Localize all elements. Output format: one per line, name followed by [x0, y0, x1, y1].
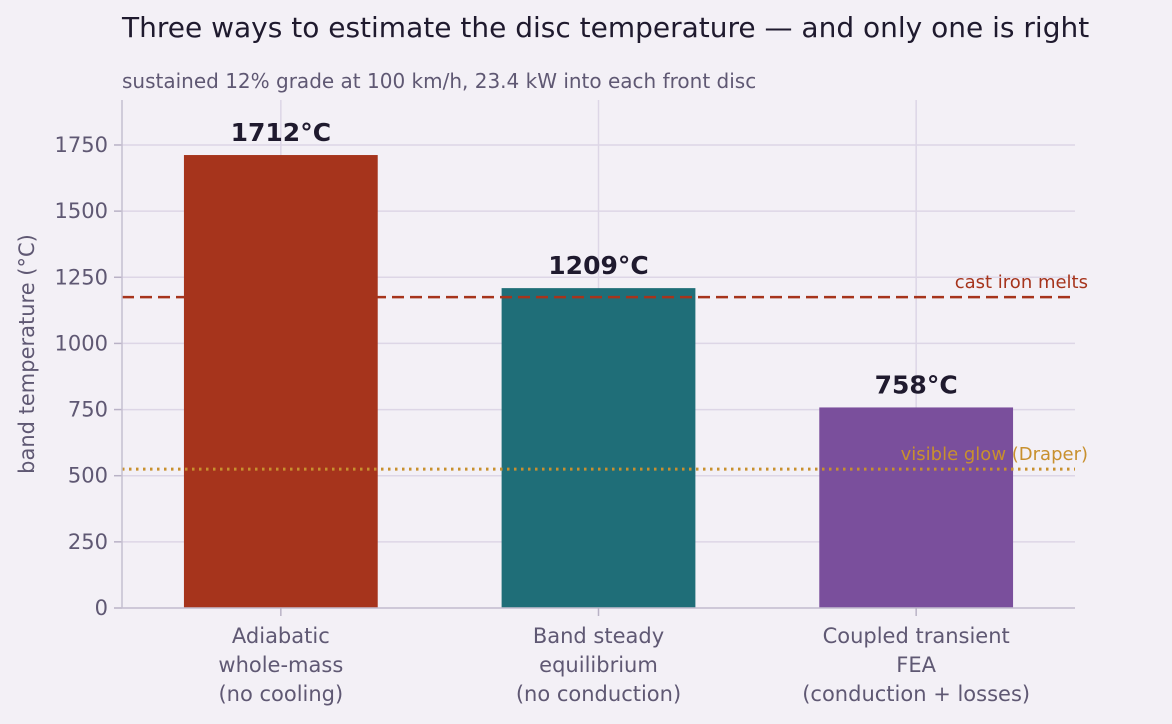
x-category-label: Coupled transient FEA (conduction + losses…: [802, 624, 1030, 706]
labels: 0 250 500 750 1000 1250 1500 1750 1712°C 1209°C 75…: [55, 118, 1088, 706]
x-category-label: Adiabatic whole-mass (no cooling): [218, 624, 343, 706]
y-tick-label: 1250: [55, 265, 108, 289]
chart-title: Three ways to estimate the disc temperat…: [121, 11, 1089, 44]
reference-line-label: visible glow (Draper): [901, 444, 1088, 465]
bars: [183, 155, 1014, 609]
x-category-label: Band steady equilibrium (no conduction): [516, 624, 681, 706]
x-category-label-line: (no conduction): [516, 682, 681, 706]
x-category-label-line: Coupled transient: [823, 624, 1010, 648]
x-category-label-line: (conduction + losses): [802, 682, 1030, 706]
x-category-label-line: Band steady: [533, 624, 664, 648]
chart-subtitle: sustained 12% grade at 100 km/h, 23.4 kW…: [122, 69, 756, 93]
x-category-label-line: FEA: [896, 653, 936, 677]
bar-value-label: 1712°C: [231, 118, 331, 147]
y-tick-label: 1000: [55, 331, 108, 355]
x-category-label-line: equilibrium: [539, 653, 658, 677]
bar: [819, 407, 1014, 608]
bar-value-label: 758°C: [875, 370, 958, 399]
x-category-label-line: (no cooling): [218, 682, 343, 706]
y-tick-label: 500: [68, 464, 108, 488]
bar: [183, 155, 378, 609]
axes: [114, 100, 1075, 616]
y-tick-label: 0: [95, 596, 108, 620]
bar: [501, 288, 696, 608]
y-tick-label: 250: [68, 530, 108, 554]
y-axis-label: band temperature (°C): [15, 234, 39, 474]
y-tick-label: 1750: [55, 133, 108, 157]
y-tick-label: 1500: [55, 199, 108, 223]
x-category-label-line: whole-mass: [218, 653, 343, 677]
y-tick-label: 750: [68, 398, 108, 422]
bar-value-label: 1209°C: [548, 251, 648, 280]
x-category-label-line: Adiabatic: [232, 624, 330, 648]
reference-line-label: cast iron melts: [955, 272, 1088, 293]
reference-lines: [122, 295, 1075, 471]
